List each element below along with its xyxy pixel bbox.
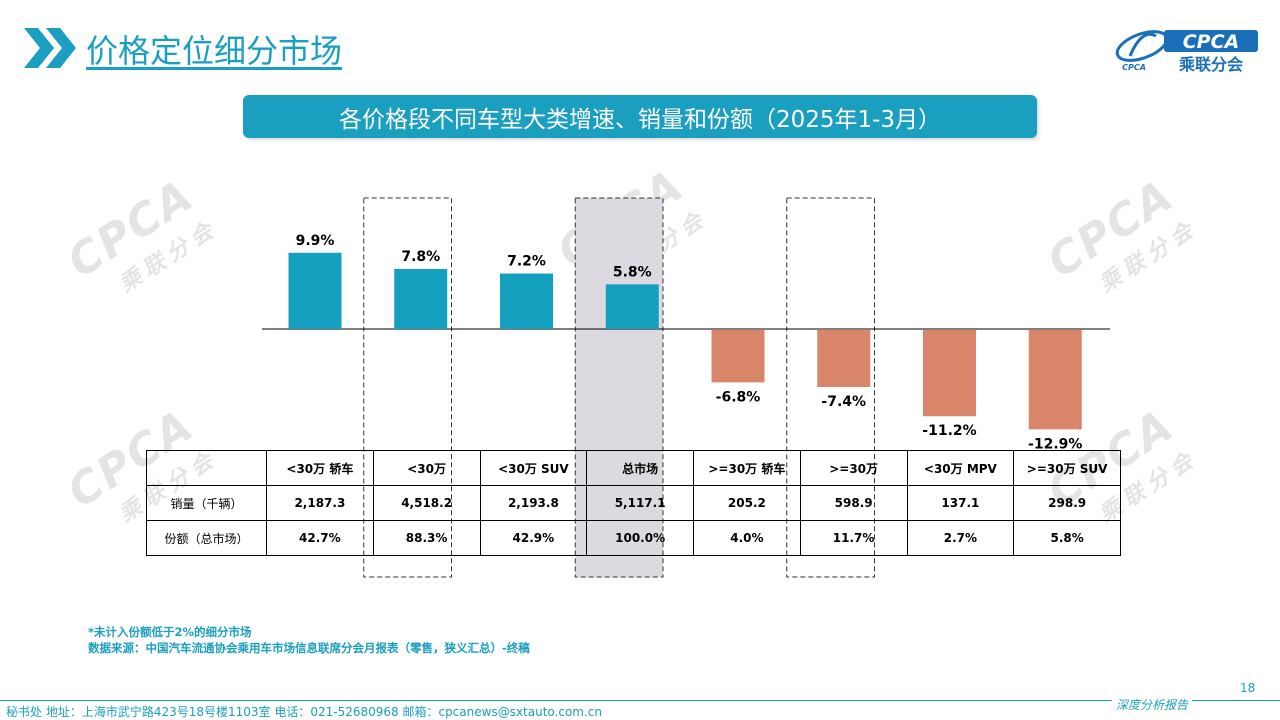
bar-value-label: 9.9% xyxy=(296,233,335,249)
table-row: 份额（总市场） 42.7% 88.3% 42.9% 100.0% 4.0% 11.7% 2.7… xyxy=(146,520,1121,556)
bar xyxy=(500,273,553,329)
bar-value-label: -7.4% xyxy=(821,394,866,410)
page-title: 价格定位细分市场 xyxy=(86,32,343,70)
table-cell: 4,518.2 xyxy=(372,485,481,521)
bar xyxy=(605,284,659,329)
bar-value-label: 7.8% xyxy=(401,249,440,265)
column-header: 总市场 xyxy=(586,450,694,486)
logo-small-text: CPCA xyxy=(1122,63,1146,72)
row-header: 销量（千辆） xyxy=(146,485,267,521)
bar xyxy=(288,252,342,329)
cpca-logo: CPCA 乘联分会 CPCA xyxy=(1115,30,1258,74)
table-cell: 4.0% xyxy=(693,520,801,556)
footer-divider xyxy=(0,700,1280,701)
column-header: <30万 SUV xyxy=(479,450,588,486)
page-number: 18 xyxy=(1240,681,1256,695)
bar-value-label: -11.2% xyxy=(922,423,976,439)
table-corner-cell xyxy=(146,450,267,486)
row-header: 份额（总市场） xyxy=(146,520,267,556)
chart-title: 各价格段不同车型大类增速、销量和份额（2025年1-3月） xyxy=(338,106,942,133)
bar-value-label: -12.9% xyxy=(1028,436,1082,452)
table-cell: 5.8% xyxy=(1013,520,1121,556)
bar xyxy=(923,330,976,417)
table-cell: 2,187.3 xyxy=(266,485,374,521)
table-cell: 88.3% xyxy=(372,520,481,556)
chart-title-banner: 各价格段不同车型大类增速、销量和份额（2025年1-3月） xyxy=(243,95,1037,138)
table-header-row: <30万 轿车 <30万 <30万 SUV 总市场 >=30万 轿车 >=30万 <30万 … xyxy=(146,450,1121,486)
bar-value-label: -6.8% xyxy=(716,389,761,405)
bar xyxy=(394,268,448,329)
table-cell: 598.9 xyxy=(799,485,908,521)
chevron-right-icon xyxy=(24,28,76,68)
table-cell: 100.0% xyxy=(586,520,694,556)
bar-value-label: 5.8% xyxy=(613,264,652,280)
table-cell: 2.7% xyxy=(906,520,1015,556)
column-header: <30万 MPV xyxy=(906,450,1015,486)
footer-report-label: 深度分析报告 xyxy=(1112,696,1193,713)
data-table: <30万 轿车 <30万 <30万 SUV 总市场 >=30万 轿车 >=30万 <30万 … xyxy=(146,450,1121,556)
table-row: 销量（千辆） 2,187.3 4,518.2 2,193.8 5,117.1 205.2 5… xyxy=(146,485,1121,521)
data-source-note: 数据来源：中国汽车流通协会乘用车市场信息联席分会月报表（零售，狭义汇总）-终稿 xyxy=(88,641,530,655)
bar xyxy=(711,330,765,383)
column-header: >=30万 轿车 xyxy=(693,450,801,486)
table-cell: 5,117.1 xyxy=(586,485,694,521)
table-cell: 11.7% xyxy=(799,520,908,556)
table-cell: 42.9% xyxy=(479,520,588,556)
logo-subtext: 乘联分会 xyxy=(1178,55,1243,74)
bar-value-label: 7.2% xyxy=(507,254,546,270)
table-cell: 137.1 xyxy=(906,485,1015,521)
logo-text: CPCA xyxy=(1183,31,1240,53)
highlight-box-dashed xyxy=(786,197,875,578)
footer-contact: 秘书处 地址：上海市武宁路423号18号楼1103室 电话：021-526809… xyxy=(6,705,603,719)
column-header: >=30万 SUV xyxy=(1013,450,1121,486)
column-header: <30万 轿车 xyxy=(266,450,374,486)
table-cell: 205.2 xyxy=(693,485,801,521)
highlight-box-dashed xyxy=(363,197,452,578)
bar xyxy=(1028,330,1082,430)
table-cell: 298.9 xyxy=(1013,485,1121,521)
table-cell: 2,193.8 xyxy=(479,485,588,521)
column-header: >=30万 xyxy=(799,450,908,486)
column-header: <30万 xyxy=(372,450,481,486)
footnote: *未计入份额低于2%的细分市场 xyxy=(88,625,252,639)
bar xyxy=(817,330,871,387)
table-cell: 42.7% xyxy=(266,520,374,556)
